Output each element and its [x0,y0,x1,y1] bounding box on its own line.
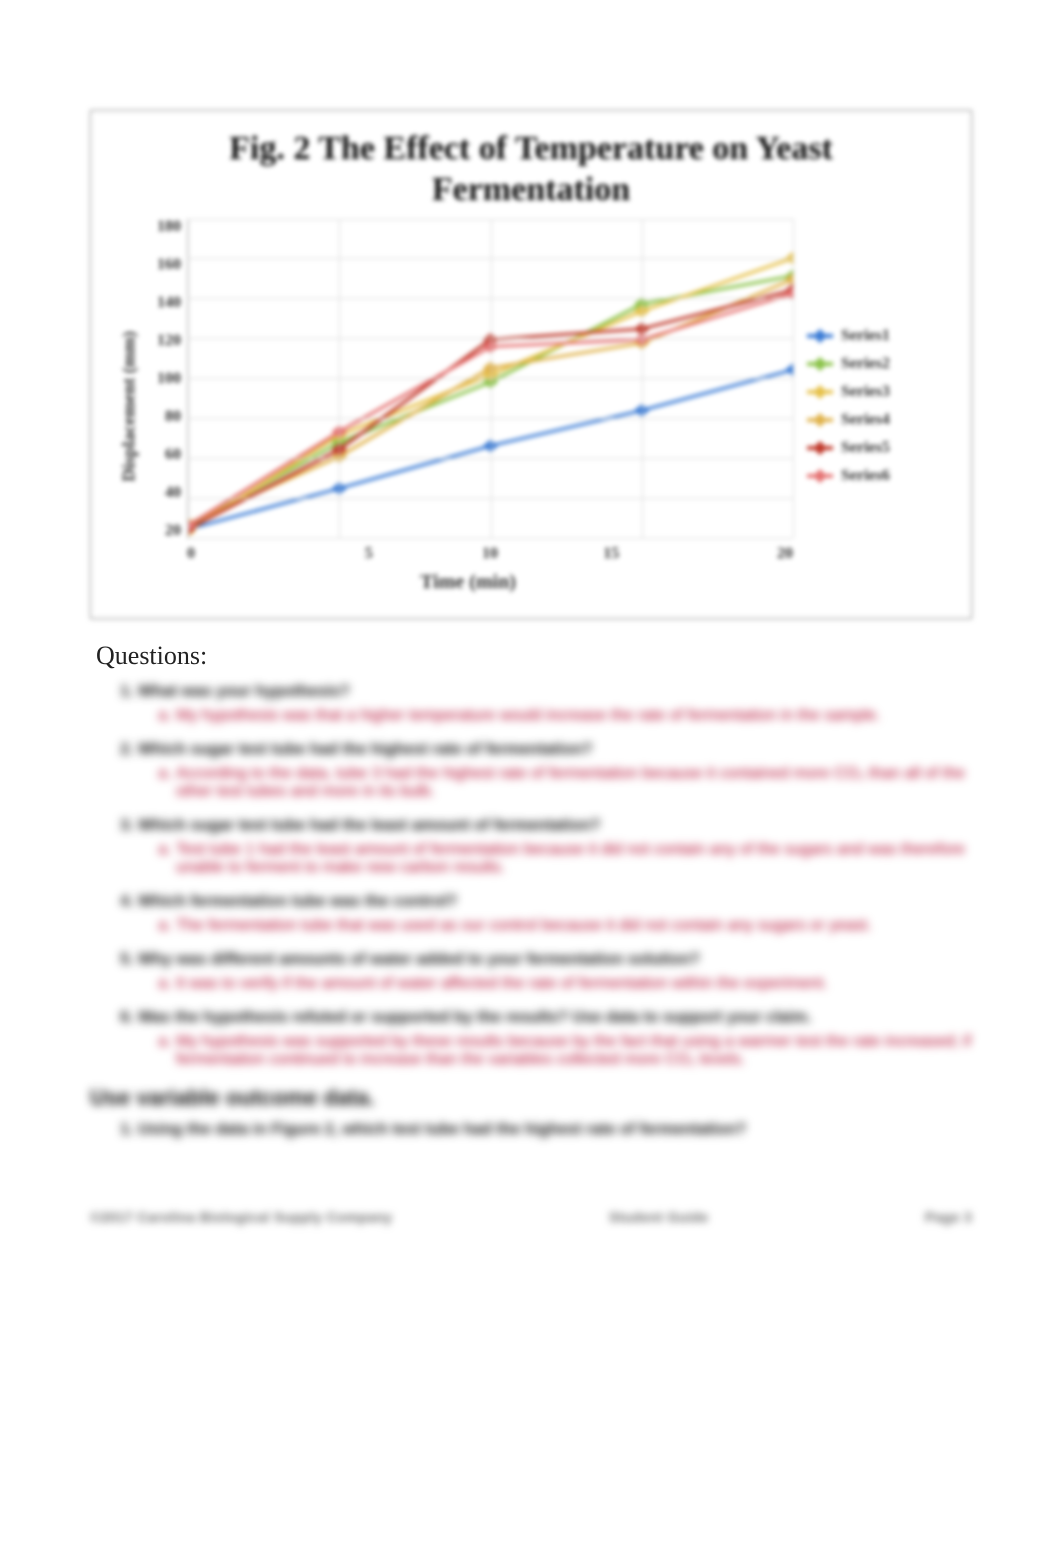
y-tick: 100 [143,371,187,387]
chart-title: Fig. 2 The Effect of Temperature on Yeas… [115,129,947,211]
y-tick: 20 [143,523,187,539]
question-text: Using the data in Figure 2, which test t… [138,1121,972,1139]
chart-body: Displacement (mm) 1801601401201008060402… [115,219,947,594]
questions-list-2: Using the data in Figure 2, which test t… [138,1121,972,1139]
answer-text: According to the data, tube 3 had the hi… [176,765,972,801]
answer-text: My hypothesis was that a higher temperat… [176,707,972,725]
chart-legend: Series1 Series2 Series3 Series4 Series5 Serie… [807,219,947,594]
chart-title-line1: Fig. 2 The Effect of Temperature on Yeas… [115,129,947,170]
legend-label: Series3 [841,383,890,401]
question-text: Which sugar test tube had the highest ra… [138,741,972,759]
x-tick: 10 [429,545,550,563]
legend-swatch [807,474,833,478]
answer-list: It was to verify if the amount of water … [176,975,972,993]
legend-item: Series1 [807,327,947,345]
answer-text: Test tube 1 had the least amount of ferm… [176,841,972,877]
footer-center: Student Guide [609,1209,709,1225]
qa-block: What was your hypothesis? My hypothesis w… [90,683,972,1139]
question-text: What was your hypothesis? [138,683,972,701]
answer-text: It was to verify if the amount of water … [176,975,972,993]
y-tick: 160 [143,257,187,273]
x-tick: 0 [187,545,308,563]
gridline-v [793,219,794,538]
gridline-v [491,219,492,538]
questions-header: Questions: [96,641,972,671]
question-item: Was the hypothesis refuted or supported … [138,1009,972,1069]
legend-item: Series3 [807,383,947,401]
x-ticks: 05101520 [187,545,793,563]
questions-list: What was your hypothesis? My hypothesis w… [138,683,972,1069]
legend-label: Series1 [841,327,890,345]
legend-item: Series5 [807,439,947,457]
plot-area [187,219,793,539]
answer-list: Test tube 1 had the least amount of ferm… [176,841,972,877]
y-axis-label: Displacement (mm) [119,331,140,481]
question-item: Why was different amounts of water added… [138,951,972,993]
gridline-v [642,219,643,538]
question-item: Using the data in Figure 2, which test t… [138,1121,972,1139]
answer-list: According to the data, tube 3 had the hi… [176,765,972,801]
question-item: Which fermentation tube was the control?… [138,893,972,935]
legend-item: Series6 [807,467,947,485]
answer-text: My hypothesis was supported by these res… [176,1033,972,1069]
answer-text: The fermentation tube that was used as o… [176,917,972,935]
page-footer: ©2017 Carolina Biological Supply Company… [90,1209,972,1225]
question-item: Which sugar test tube had the highest ra… [138,741,972,801]
x-tick: 5 [308,545,429,563]
answer-list: The fermentation tube that was used as o… [176,917,972,935]
gridline-v [188,219,189,538]
legend-label: Series2 [841,355,890,373]
plot-row: 180 160 140 120 100 80 60 40 20 [143,219,793,539]
question-item: What was your hypothesis? My hypothesis w… [138,683,972,725]
y-tick: 60 [143,447,187,463]
y-axis-label-wrap: Displacement (mm) [115,219,143,594]
legend-label: Series6 [841,467,890,485]
y-tick: 80 [143,409,187,425]
legend-label: Series5 [841,439,890,457]
x-tick: 20 [672,545,793,563]
legend-swatch [807,362,833,366]
y-tick: 140 [143,295,187,311]
legend-swatch [807,446,833,450]
legend-swatch [807,334,833,338]
question-item: Which sugar test tube had the least amou… [138,817,972,877]
legend-label: Series4 [841,411,890,429]
question-text: Which fermentation tube was the control? [138,893,972,911]
x-tick: 15 [551,545,672,563]
legend-item: Series4 [807,411,947,429]
section-header: Use variable outcome data. [90,1085,972,1111]
chart-frame: Fig. 2 The Effect of Temperature on Yeas… [90,110,972,619]
footer-right: Page 3 [925,1209,972,1225]
question-text: Why was different amounts of water added… [138,951,972,969]
legend-swatch [807,418,833,422]
x-axis-label: Time (min) [143,571,793,594]
legend-swatch [807,390,833,394]
series-marker [785,363,793,376]
chart-title-line2: Fermentation [115,170,947,211]
y-tick: 40 [143,485,187,501]
question-text: Was the hypothesis refuted or supported … [138,1009,972,1027]
answer-list: My hypothesis was supported by these res… [176,1033,972,1069]
y-tick: 120 [143,333,187,349]
y-ticks: 180 160 140 120 100 80 60 40 20 [143,219,187,539]
plot-column: 18016014012010080604020 05101520 Time (m… [143,219,793,594]
question-text: Which sugar test tube had the least amou… [138,817,972,835]
footer-left: ©2017 Carolina Biological Supply Company [90,1209,392,1225]
y-tick: 180 [143,219,187,235]
answer-list: My hypothesis was that a higher temperat… [176,707,972,725]
gridline-h [188,538,793,539]
gridline-v [339,219,340,538]
legend-item: Series2 [807,355,947,373]
document-page: Fig. 2 The Effect of Temperature on Yeas… [0,0,1062,1285]
